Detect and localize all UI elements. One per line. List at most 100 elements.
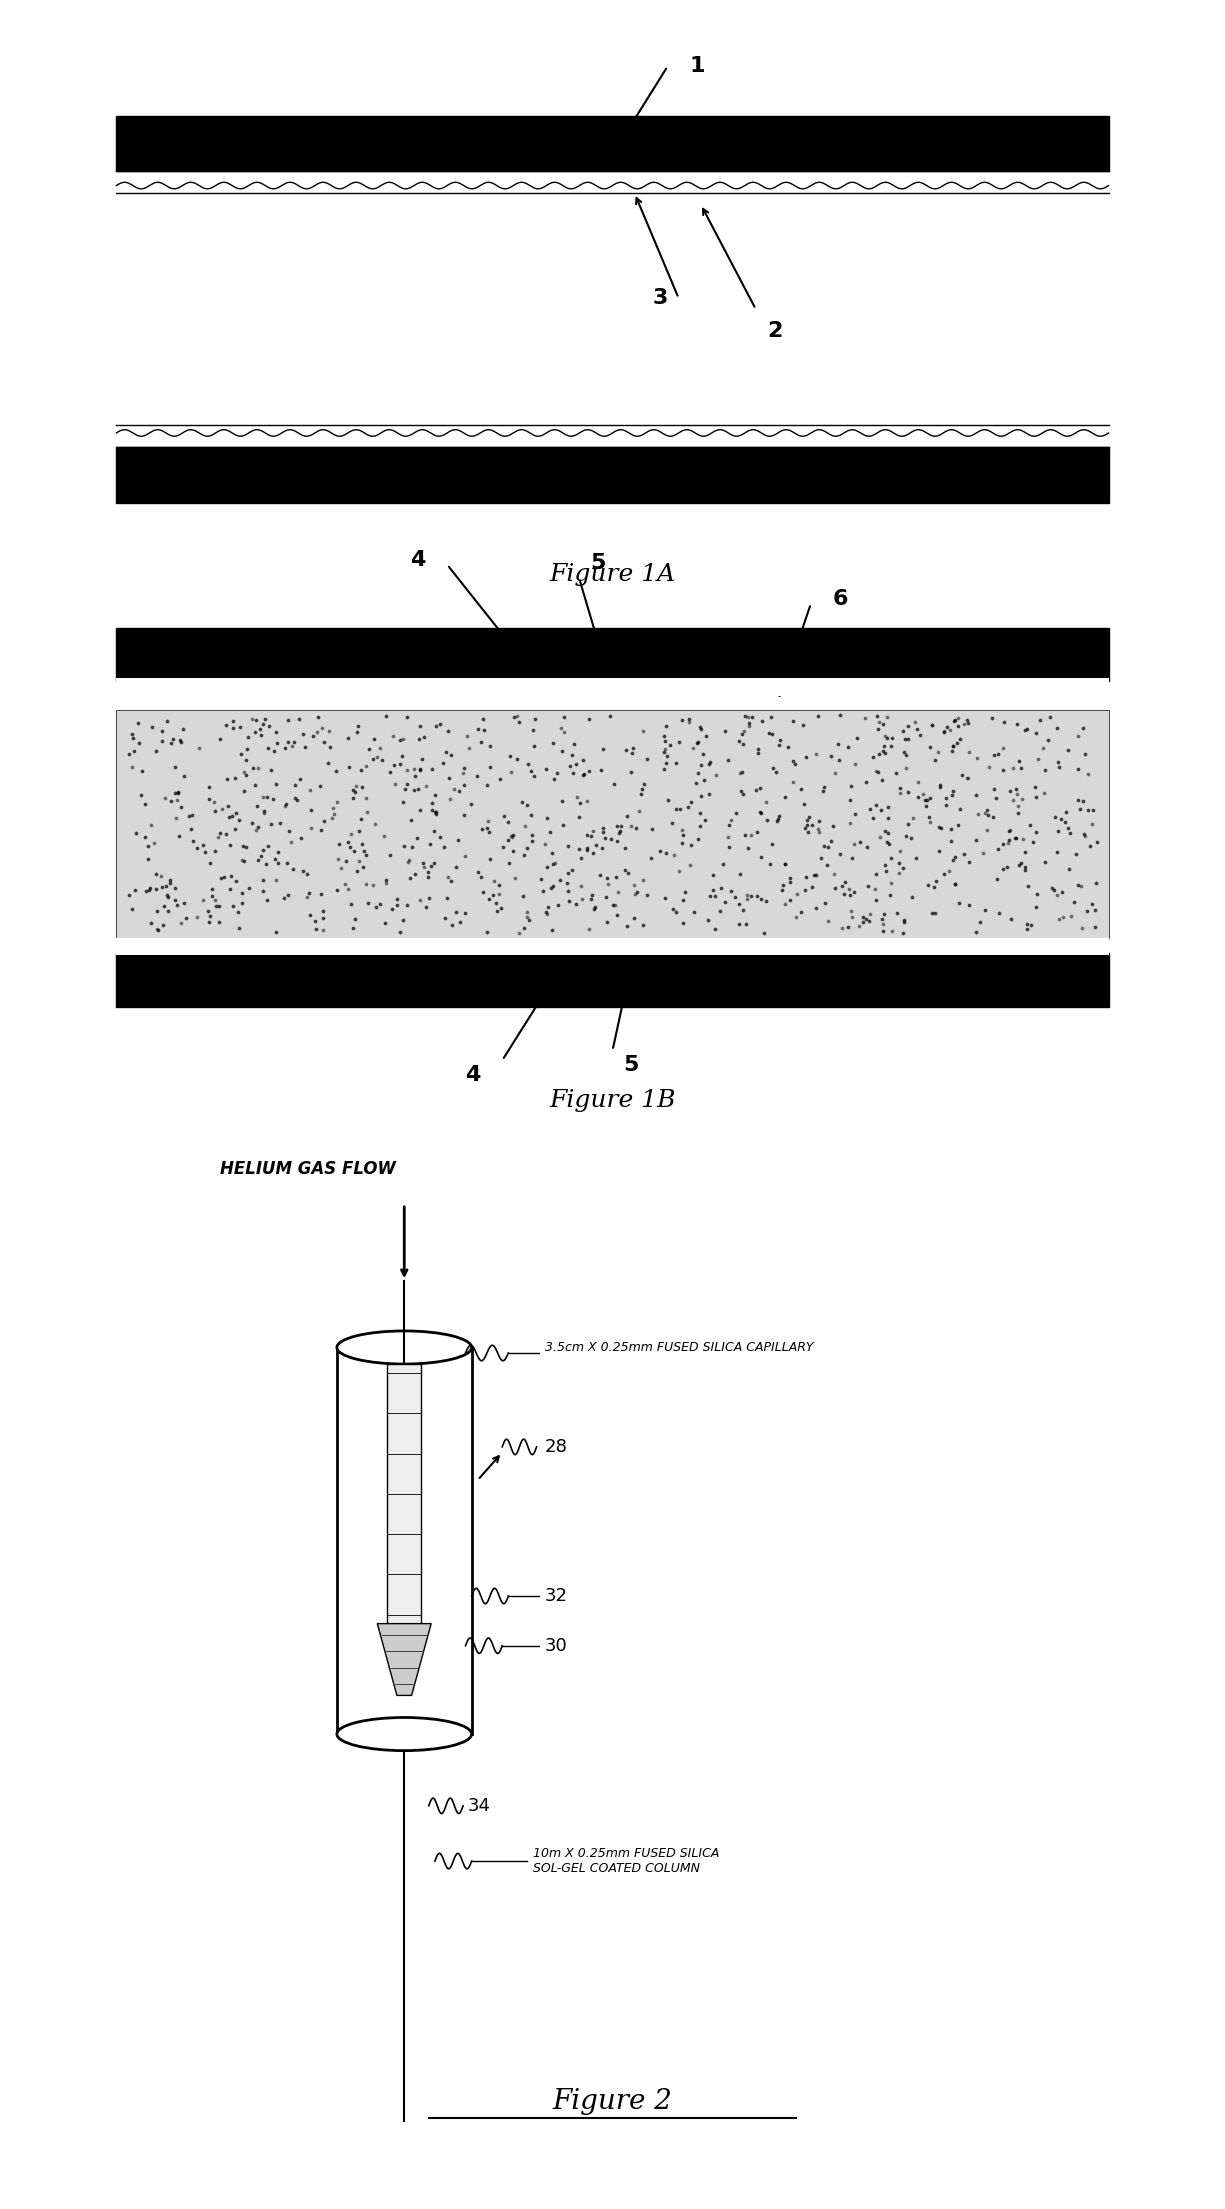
Point bbox=[1018, 868, 1038, 903]
Point bbox=[257, 881, 277, 917]
Point bbox=[310, 769, 330, 804]
Point bbox=[552, 733, 572, 769]
Point bbox=[801, 868, 821, 903]
Point bbox=[679, 791, 698, 826]
Point bbox=[305, 903, 325, 939]
Point bbox=[922, 707, 942, 742]
Point bbox=[397, 700, 417, 736]
Point bbox=[257, 729, 277, 764]
Point bbox=[1061, 815, 1080, 850]
Text: 6: 6 bbox=[833, 588, 849, 610]
Point bbox=[943, 729, 963, 764]
Point bbox=[434, 828, 453, 864]
Point bbox=[399, 842, 419, 877]
Point bbox=[577, 784, 597, 820]
Point bbox=[671, 702, 691, 738]
Point bbox=[797, 806, 817, 842]
Point bbox=[202, 879, 222, 915]
Point bbox=[366, 890, 386, 926]
Text: 5: 5 bbox=[624, 1056, 639, 1076]
Point bbox=[392, 738, 412, 773]
Point bbox=[898, 709, 918, 744]
Point bbox=[597, 859, 616, 895]
Point bbox=[399, 859, 419, 895]
Point bbox=[254, 833, 273, 868]
Point bbox=[514, 910, 534, 945]
Point bbox=[241, 804, 261, 839]
Point bbox=[729, 886, 748, 921]
Point bbox=[967, 740, 986, 775]
Point bbox=[451, 903, 470, 939]
Point bbox=[959, 888, 979, 923]
Point bbox=[577, 817, 597, 853]
Point bbox=[1003, 751, 1023, 786]
Point bbox=[730, 755, 750, 791]
Point bbox=[557, 866, 577, 901]
Point bbox=[349, 844, 369, 879]
Point bbox=[718, 820, 737, 855]
Point bbox=[838, 910, 858, 945]
Point bbox=[993, 826, 1013, 862]
Point bbox=[1078, 755, 1098, 791]
Point bbox=[339, 749, 359, 784]
Point bbox=[772, 873, 791, 908]
Point bbox=[331, 850, 350, 886]
Point bbox=[835, 864, 855, 899]
Point bbox=[608, 875, 627, 910]
Point bbox=[217, 707, 236, 742]
Point bbox=[236, 742, 256, 778]
Point bbox=[761, 700, 780, 736]
Point bbox=[572, 881, 592, 917]
Point bbox=[920, 804, 940, 839]
Point bbox=[268, 835, 288, 870]
Bar bbox=[116, 954, 1109, 1007]
Point bbox=[169, 820, 189, 855]
Point bbox=[234, 844, 254, 879]
Point bbox=[946, 866, 965, 901]
Point bbox=[364, 740, 383, 775]
Point bbox=[267, 864, 287, 899]
Point bbox=[517, 831, 537, 866]
Point bbox=[895, 817, 915, 853]
Point bbox=[679, 705, 698, 740]
Point bbox=[205, 833, 224, 868]
Point bbox=[751, 881, 771, 917]
Point bbox=[555, 700, 575, 736]
Point bbox=[768, 802, 788, 837]
Point bbox=[358, 886, 377, 921]
Point bbox=[541, 870, 561, 906]
Point bbox=[864, 800, 883, 835]
Text: Figure 1B: Figure 1B bbox=[549, 1089, 676, 1113]
Point bbox=[944, 839, 964, 875]
Point bbox=[537, 751, 556, 786]
Point bbox=[517, 895, 537, 930]
Point bbox=[655, 725, 675, 760]
Point bbox=[967, 915, 986, 950]
Point bbox=[951, 722, 970, 758]
Point bbox=[942, 811, 962, 846]
Polygon shape bbox=[377, 1624, 431, 1697]
Point bbox=[780, 884, 800, 919]
Point bbox=[325, 797, 344, 833]
Point bbox=[453, 797, 473, 833]
Point bbox=[200, 846, 219, 881]
Point bbox=[1077, 892, 1096, 928]
Point bbox=[345, 901, 365, 937]
Point bbox=[583, 835, 603, 870]
Point bbox=[538, 897, 557, 932]
Point bbox=[393, 901, 413, 937]
Point bbox=[551, 709, 571, 744]
Point bbox=[225, 795, 245, 831]
Point bbox=[360, 731, 380, 767]
Point bbox=[687, 755, 707, 791]
Point bbox=[526, 702, 545, 738]
Point bbox=[1025, 716, 1045, 751]
Point bbox=[338, 720, 358, 755]
Point bbox=[456, 839, 475, 875]
Point bbox=[878, 789, 898, 824]
Point bbox=[760, 846, 779, 881]
Point bbox=[783, 764, 802, 800]
Point bbox=[243, 700, 262, 736]
Point bbox=[550, 862, 570, 897]
Point bbox=[548, 888, 567, 923]
